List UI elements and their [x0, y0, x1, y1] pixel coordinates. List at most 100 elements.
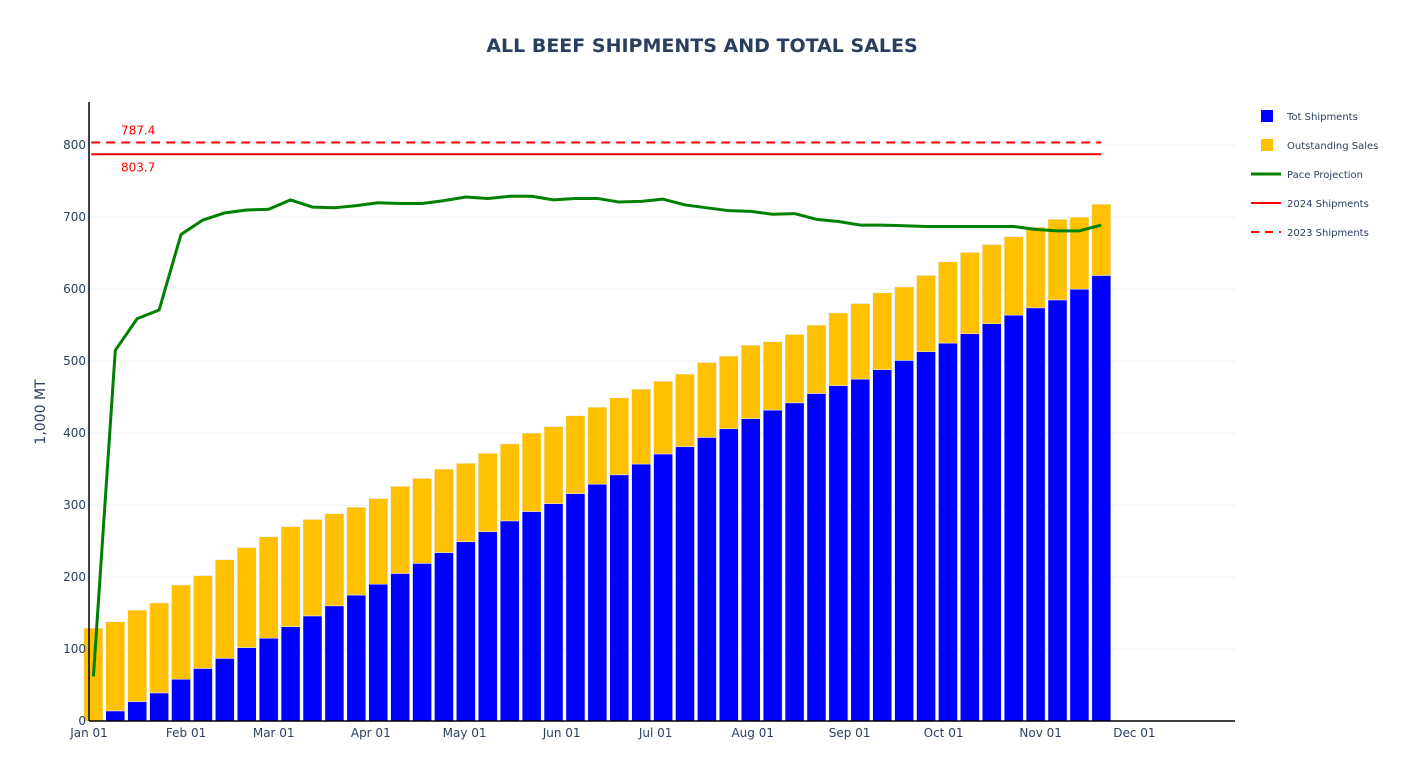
bar-outstanding-sales[interactable]: [412, 478, 432, 564]
bar-tot-shipments[interactable]: [960, 333, 980, 722]
bar-outstanding-sales[interactable]: [587, 406, 608, 485]
bar-outstanding-sales[interactable]: [565, 415, 586, 494]
bar-outstanding-sales[interactable]: [719, 355, 739, 430]
bar-tot-shipments[interactable]: [412, 563, 432, 722]
bar-tot-shipments[interactable]: [719, 428, 739, 722]
bar-outstanding-sales[interactable]: [762, 341, 783, 411]
bar-outstanding-sales[interactable]: [149, 602, 169, 694]
legend-item[interactable]: Pace Projection: [1251, 170, 1363, 181]
bar-tot-shipments[interactable]: [324, 605, 345, 722]
bar-outstanding-sales[interactable]: [368, 498, 388, 585]
bar-tot-shipments[interactable]: [762, 409, 783, 722]
bar-tot-shipments[interactable]: [521, 511, 542, 722]
bar-outstanding-sales[interactable]: [171, 584, 191, 680]
bar-outstanding-sales[interactable]: [521, 432, 542, 512]
bar-outstanding-sales[interactable]: [478, 452, 498, 532]
bar-outstanding-sales[interactable]: [1047, 219, 1068, 301]
bar-tot-shipments[interactable]: [499, 520, 520, 722]
bar-tot-shipments[interactable]: [302, 615, 323, 722]
bar-outstanding-sales[interactable]: [806, 324, 827, 394]
bar-tot-shipments[interactable]: [1047, 299, 1068, 722]
bar-tot-shipments[interactable]: [149, 692, 169, 722]
bar-outstanding-sales[interactable]: [631, 388, 651, 465]
bar-tot-shipments[interactable]: [784, 402, 805, 722]
legend-item[interactable]: Outstanding Sales: [1261, 139, 1378, 152]
bar-tot-shipments[interactable]: [697, 437, 717, 722]
bar-outstanding-sales[interactable]: [434, 468, 454, 553]
bar-tot-shipments[interactable]: [806, 393, 827, 722]
bar-outstanding-sales[interactable]: [302, 519, 323, 617]
legend-item[interactable]: 2024 Shipments: [1251, 199, 1369, 210]
bar-tot-shipments[interactable]: [982, 323, 1002, 722]
bar-outstanding-sales[interactable]: [1091, 203, 1112, 276]
bar-tot-shipments[interactable]: [1091, 275, 1112, 722]
bar-tot-shipments[interactable]: [850, 378, 871, 722]
bar-tot-shipments[interactable]: [1069, 288, 1090, 722]
bar-tot-shipments[interactable]: [258, 637, 279, 722]
bar-tot-shipments[interactable]: [543, 503, 564, 722]
bar-tot-shipments[interactable]: [456, 541, 476, 722]
bar-outstanding-sales[interactable]: [828, 312, 849, 386]
bar-outstanding-sales[interactable]: [653, 381, 673, 455]
bar-outstanding-sales[interactable]: [740, 345, 761, 419]
bar-tot-shipments[interactable]: [565, 493, 586, 722]
chart-title: ALL BEEF SHIPMENTS AND TOTAL SALES: [486, 35, 917, 57]
bar-outstanding-sales[interactable]: [1003, 236, 1024, 316]
bar-tot-shipments[interactable]: [653, 453, 673, 722]
bar-outstanding-sales[interactable]: [324, 513, 345, 607]
bar-tot-shipments[interactable]: [434, 552, 454, 722]
bar-outstanding-sales[interactable]: [193, 575, 213, 669]
bar-tot-shipments[interactable]: [587, 483, 608, 722]
bar-outstanding-sales[interactable]: [237, 547, 257, 648]
bar-outstanding-sales[interactable]: [215, 559, 235, 659]
bar-outstanding-sales[interactable]: [1069, 216, 1090, 290]
bar-outstanding-sales[interactable]: [697, 362, 717, 438]
bar-outstanding-sales[interactable]: [609, 397, 630, 476]
bar-tot-shipments[interactable]: [631, 463, 651, 722]
bar-outstanding-sales[interactable]: [938, 261, 958, 344]
bar-tot-shipments[interactable]: [346, 594, 367, 722]
bar-tot-shipments[interactable]: [368, 583, 388, 722]
bar-outstanding-sales[interactable]: [872, 292, 892, 371]
bar-tot-shipments[interactable]: [237, 647, 257, 722]
legend-item[interactable]: Tot Shipments: [1261, 110, 1358, 123]
bar-outstanding-sales[interactable]: [982, 244, 1002, 324]
bar-tot-shipments[interactable]: [675, 446, 695, 722]
bar-outstanding-sales[interactable]: [894, 286, 914, 361]
bar-tot-shipments[interactable]: [478, 531, 498, 722]
pace-projection-line: [91, 194, 1102, 677]
bar-outstanding-sales[interactable]: [346, 506, 367, 596]
bar-tot-shipments[interactable]: [609, 474, 630, 722]
bar-tot-shipments[interactable]: [193, 668, 213, 722]
bar-tot-shipments[interactable]: [215, 658, 235, 722]
bar-outstanding-sales[interactable]: [960, 252, 980, 335]
bar-outstanding-sales[interactable]: [850, 303, 871, 380]
bar-outstanding-sales[interactable]: [784, 334, 805, 404]
bar-outstanding-sales[interactable]: [105, 621, 126, 712]
bar-tot-shipments[interactable]: [171, 679, 191, 722]
bar-outstanding-sales[interactable]: [258, 536, 279, 639]
bar-tot-shipments[interactable]: [280, 626, 301, 722]
legend[interactable]: Tot Shipments Outstanding Sales Pace Proje…: [1251, 110, 1378, 239]
bar-outstanding-sales[interactable]: [499, 443, 520, 522]
bar-tot-shipments[interactable]: [1003, 314, 1024, 722]
bar-outstanding-sales[interactable]: [456, 463, 476, 543]
bar-tot-shipments[interactable]: [390, 573, 410, 722]
bar-outstanding-sales[interactable]: [390, 486, 410, 574]
bar-tot-shipments[interactable]: [916, 351, 936, 722]
legend-item[interactable]: 2023 Shipments: [1251, 228, 1369, 239]
bar-tot-shipments[interactable]: [828, 385, 849, 722]
bar-tot-shipments[interactable]: [872, 369, 892, 722]
bar-outstanding-sales[interactable]: [916, 275, 936, 353]
bar-tot-shipments[interactable]: [894, 360, 914, 722]
bar-outstanding-sales[interactable]: [675, 373, 695, 448]
bar-tot-shipments[interactable]: [740, 418, 761, 722]
bar-outstanding-sales[interactable]: [127, 609, 147, 702]
bar-tot-shipments[interactable]: [1025, 307, 1046, 722]
bar-outstanding-sales[interactable]: [280, 526, 301, 627]
bar-tot-shipments[interactable]: [127, 701, 147, 722]
bar-tot-shipments[interactable]: [938, 342, 958, 722]
bar-outstanding-sales[interactable]: [1025, 226, 1046, 309]
bar-outstanding-sales[interactable]: [543, 426, 564, 504]
bar-tot-shipments[interactable]: [105, 710, 126, 722]
